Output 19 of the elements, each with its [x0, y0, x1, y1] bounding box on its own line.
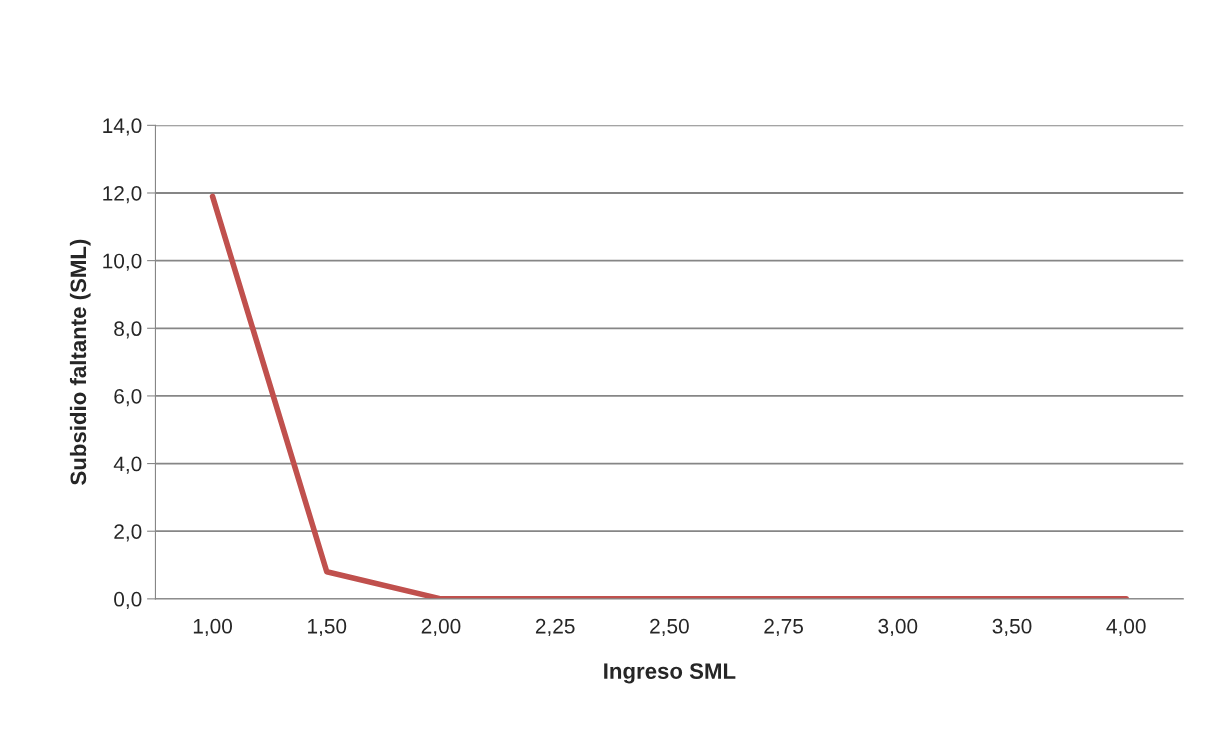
y-tick-label: 8,0 — [114, 321, 142, 339]
x-tick-label: 2,50 — [650, 618, 689, 637]
y-tick-label: 2,0 — [114, 524, 142, 542]
x-tick-label: 3,50 — [992, 618, 1032, 637]
x-tick-label: 1,00 — [193, 618, 233, 637]
y-tick-label: 12,0 — [103, 185, 142, 204]
y-tick-label: 4,0 — [113, 456, 142, 474]
y-tick-label: 0,0 — [114, 591, 142, 610]
x-tick-label: 3,00 — [878, 618, 918, 637]
x-axis-title: Ingreso SML — [604, 663, 736, 684]
y-axis-title: Subsidio faltante (SML) — [69, 239, 91, 485]
x-tick-label: 1,50 — [308, 618, 347, 637]
y-tick-label: 10,0 — [103, 253, 142, 271]
x-tick-label: 4,00 — [1106, 618, 1146, 637]
y-tick-label: 14,0 — [103, 118, 142, 136]
x-tick-label: 2,00 — [421, 618, 461, 637]
y-tick-label: 6,0 — [114, 388, 142, 407]
x-tick-label: 2,75 — [764, 618, 803, 637]
x-tick-label: 2,25 — [535, 618, 575, 637]
